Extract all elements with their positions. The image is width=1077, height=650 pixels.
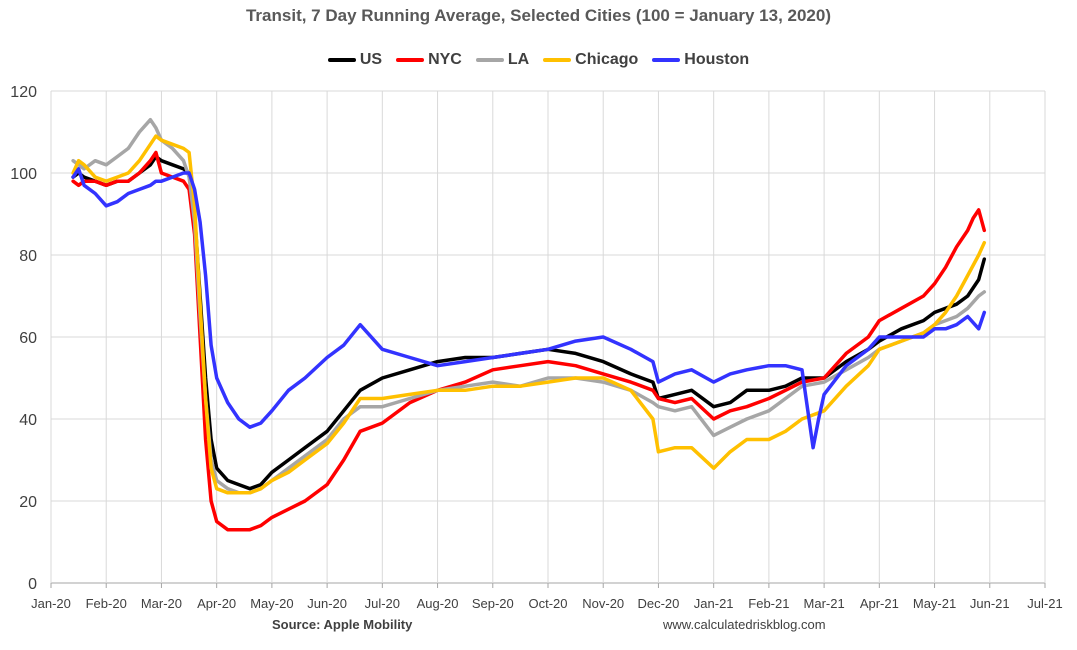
x-tick-label: Aug-20 <box>417 596 459 611</box>
legend-swatch-houston <box>652 58 681 62</box>
x-tick-label: Mar-20 <box>141 596 182 611</box>
legend-label-us: US <box>359 51 383 68</box>
x-tick-label: Jan-21 <box>694 596 734 611</box>
legend-label-chicago: Chicago <box>575 51 639 68</box>
x-tick-label: Oct-20 <box>528 596 567 611</box>
x-axis-ticks: Jan-20 Feb-20 Mar-20 Apr-20 May-20 Jun-20 Jul-… <box>31 596 1063 611</box>
legend-swatch-la <box>475 58 504 62</box>
legend-label-houston: Houston <box>684 51 750 68</box>
legend-item-nyc: NYC <box>396 51 462 69</box>
y-axis-ticks: 0 20 40 60 80 100 120 <box>10 84 37 593</box>
series-line-chicago <box>71 134 987 495</box>
x-tick-label: Apr-21 <box>860 596 899 611</box>
series-line-us <box>71 154 987 491</box>
x-tick-label: Feb-21 <box>748 596 789 611</box>
y-tick-label: 100 <box>10 166 37 183</box>
x-tick-label: Mar-21 <box>804 596 845 611</box>
website-note: www.calculatedriskblog.com <box>663 617 826 632</box>
legend-label-la: LA <box>507 51 530 68</box>
y-tick-label: 40 <box>19 412 37 429</box>
x-tick-label: May-21 <box>913 596 956 611</box>
legend-swatch-chicago <box>543 58 572 62</box>
chart-title: Transit, 7 Day Running Average, Selected… <box>245 6 832 25</box>
legend-item-chicago: Chicago <box>543 51 638 69</box>
legend: US NYC LA Chicago Houston <box>0 51 1077 69</box>
source-note: Source: Apple Mobility <box>272 617 413 632</box>
legend-item-us: US <box>327 51 383 69</box>
x-tick-label: Feb-20 <box>86 596 127 611</box>
series-line-houston <box>71 167 987 450</box>
x-tick-label: Jan-20 <box>31 596 71 611</box>
x-tick-label: Jun-20 <box>307 596 347 611</box>
x-tick-label: May-20 <box>250 596 293 611</box>
x-tick-label: Dec-20 <box>637 596 679 611</box>
x-tick-label: Jun-21 <box>970 596 1010 611</box>
y-tick-label: 60 <box>19 330 37 347</box>
x-tick-label: Nov-20 <box>582 596 624 611</box>
x-tick-label: Jul-20 <box>365 596 400 611</box>
legend-swatch-nyc <box>396 58 425 62</box>
y-tick-label: 20 <box>19 494 37 511</box>
x-tick-label: Sep-20 <box>472 596 514 611</box>
legend-item-houston: Houston <box>652 51 749 69</box>
y-tick-label: 0 <box>28 576 37 593</box>
x-tick-label: Apr-20 <box>197 596 236 611</box>
series-line-nyc <box>71 150 987 532</box>
series-lines <box>71 117 987 532</box>
legend-item-la: LA <box>475 51 530 69</box>
y-tick-label: 120 <box>10 84 37 101</box>
legend-label-nyc: NYC <box>428 51 462 68</box>
legend-swatch-us <box>327 58 356 62</box>
y-tick-label: 80 <box>19 248 37 265</box>
x-tick-label: Jul-21 <box>1027 596 1062 611</box>
